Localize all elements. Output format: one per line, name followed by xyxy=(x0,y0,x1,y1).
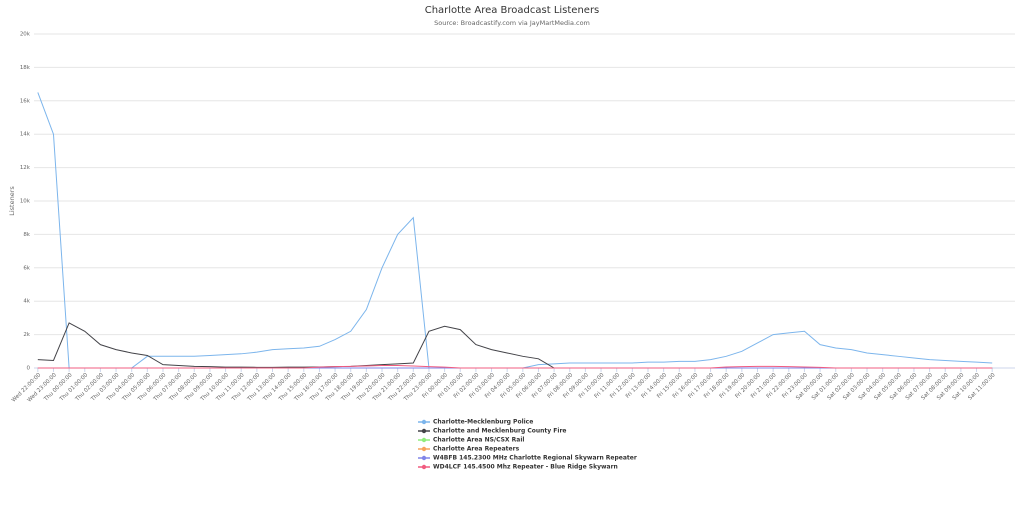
chart-title: Charlotte Area Broadcast Listeners xyxy=(425,5,600,16)
series-line xyxy=(37,322,993,369)
y-tick-label: 16k xyxy=(20,98,31,104)
chart-subtitle: Source: Broadcastify.com via JayMartMedi… xyxy=(434,19,590,27)
legend-marker xyxy=(421,419,427,425)
legend-marker xyxy=(421,464,427,470)
legend-marker xyxy=(421,455,427,461)
series-line xyxy=(37,365,993,369)
legend-label: Charlotte Area NS/CSX Rail xyxy=(433,437,524,444)
legend-item[interactable]: Charlotte-Mecklenburg Police xyxy=(418,419,533,426)
legend-item[interactable]: Charlotte and Mecklenburg County Fire xyxy=(418,428,566,435)
legend-label: Charlotte Area Repeaters xyxy=(433,446,520,453)
legend-item[interactable]: W4BFB 145.2300 MHz Charlotte Regional Sk… xyxy=(418,455,637,462)
legend-label: Charlotte and Mecklenburg County Fire xyxy=(433,428,566,435)
y-axis-label: Listeners xyxy=(8,186,16,216)
y-tick-label: 6k xyxy=(23,265,30,271)
legend-label: W4BFB 145.2300 MHz Charlotte Regional Sk… xyxy=(433,455,637,462)
y-tick-label: 4k xyxy=(23,299,30,305)
y-tick-label: 8k xyxy=(23,232,30,238)
legend-label: Charlotte-Mecklenburg Police xyxy=(433,419,533,426)
y-tick-label: 14k xyxy=(20,132,31,138)
legend-item[interactable]: WD4LCF 145.4500 Mhz Repeater - Blue Ridg… xyxy=(418,464,618,471)
legend-marker xyxy=(421,446,427,452)
y-tick-label: 2k xyxy=(23,332,30,338)
y-tick-label: 12k xyxy=(20,165,31,171)
y-tick-label: 18k xyxy=(20,65,31,71)
y-tick-label: 10k xyxy=(20,199,31,205)
legend-marker xyxy=(421,437,427,443)
legend-label: WD4LCF 145.4500 Mhz Repeater - Blue Ridg… xyxy=(433,464,618,471)
y-tick-label: 0 xyxy=(27,366,31,372)
legend-item[interactable]: Charlotte Area NS/CSX Rail xyxy=(418,437,524,444)
legend-marker xyxy=(421,428,427,434)
y-tick-label: 20k xyxy=(20,32,31,38)
legend-item[interactable]: Charlotte Area Repeaters xyxy=(418,446,520,453)
